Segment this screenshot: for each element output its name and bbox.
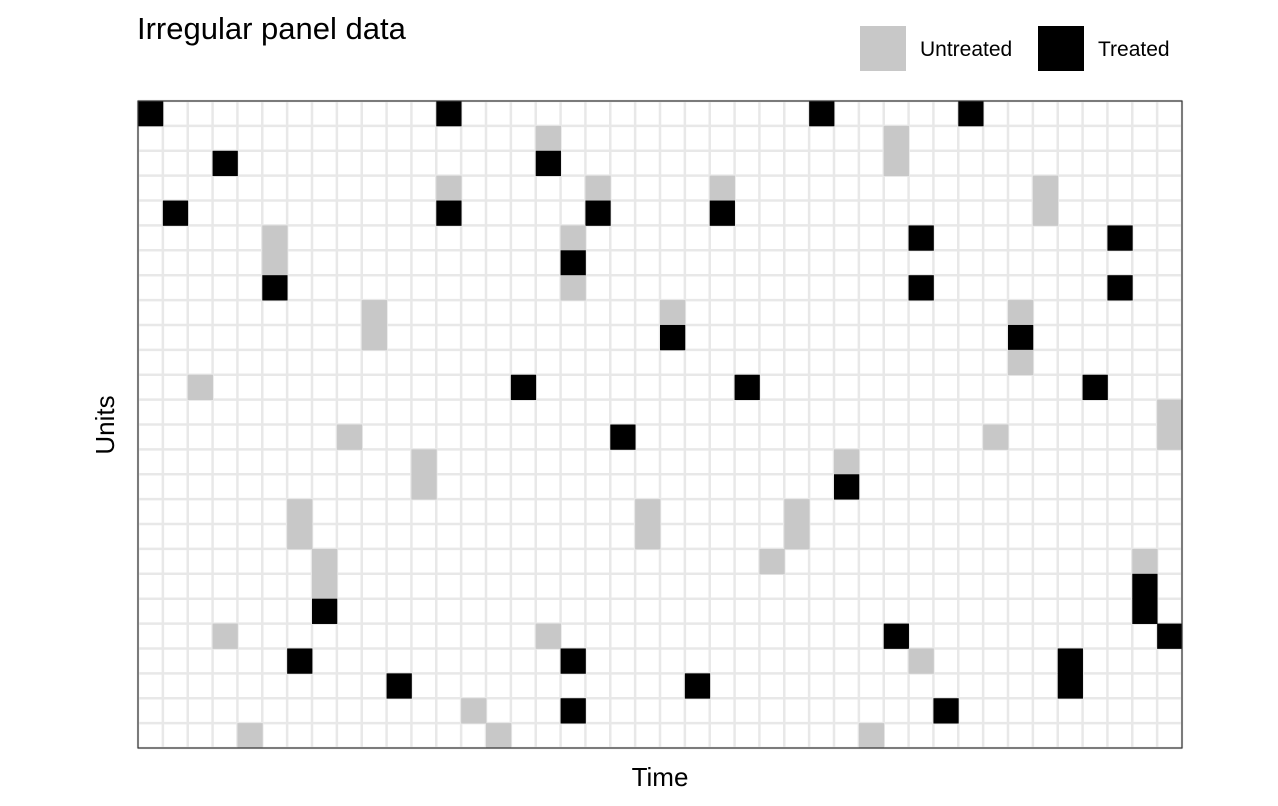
heatmap-cell-untreated [883, 150, 909, 177]
heatmap-cell-treated [1157, 623, 1183, 649]
heatmap-cell-untreated [461, 698, 487, 724]
legend-label-untreated: Untreated [920, 38, 1012, 61]
heatmap-cell-untreated [1032, 200, 1059, 226]
heatmap-cell-treated [709, 200, 735, 226]
heatmap-cell-untreated [983, 424, 1009, 450]
heatmap-cell-treated [1132, 573, 1158, 600]
y-axis-label: Units [90, 395, 120, 454]
heatmap-cell-treated [883, 623, 909, 649]
heatmap-cell-treated [610, 424, 636, 450]
heatmap-cell-treated [1107, 275, 1133, 301]
heatmap-cell-treated [386, 673, 412, 699]
heatmap-cell-untreated [262, 250, 288, 276]
heatmap-cell-treated [834, 474, 860, 500]
heatmap-cell-untreated [535, 623, 561, 649]
heatmap-cell-untreated [411, 449, 437, 475]
heatmap-cell-treated [312, 598, 338, 624]
heatmap-cell-treated [560, 648, 586, 674]
chart-title: Irregular panel data [137, 11, 407, 46]
heatmap-cell-untreated [1032, 175, 1059, 201]
heatmap-cell-treated [908, 275, 934, 301]
heatmap-cell-treated [560, 250, 586, 276]
heatmap-cell-treated [212, 150, 238, 177]
heatmap-cell-untreated [709, 175, 735, 201]
heatmap-cell-treated [535, 150, 561, 177]
heatmap-cell-treated [560, 698, 586, 724]
heatmap-cell-untreated [287, 499, 313, 525]
heatmap-cell-untreated [361, 324, 387, 351]
heatmap-cell-untreated [262, 225, 288, 251]
heatmap-cell-treated [1008, 324, 1034, 351]
legend-key-untreated [860, 26, 906, 71]
heatmap-cell-treated [1082, 374, 1108, 401]
heatmap-cell-untreated [535, 125, 561, 152]
heatmap-cell-untreated [660, 300, 686, 326]
heatmap-cell-untreated [312, 548, 338, 575]
legend: Untreated Treated [860, 26, 1170, 71]
legend-label-treated: Treated [1098, 38, 1170, 61]
heatmap-cell-untreated [834, 449, 860, 475]
heatmap-cell-untreated [858, 723, 885, 749]
heatmap-cell-untreated [436, 175, 462, 201]
heatmap-cells [138, 101, 1183, 749]
heatmap-cell-untreated [585, 175, 611, 201]
heatmap-cell-untreated [287, 524, 313, 550]
heatmap-cell-untreated [784, 499, 810, 525]
heatmap-cell-untreated [212, 623, 238, 649]
panel-border [137, 100, 1183, 749]
heatmap-cell-untreated [560, 225, 586, 251]
heatmap-cell-untreated [635, 524, 661, 550]
heatmap-cell-treated [510, 374, 537, 401]
heatmap-cell-treated [809, 101, 835, 127]
heatmap-cell-treated [1107, 225, 1133, 251]
heatmap-cell-untreated [560, 275, 586, 301]
heatmap-cell-untreated [1132, 548, 1158, 575]
heatmap-cell-treated [684, 673, 711, 699]
heatmap-cell-treated [734, 374, 760, 401]
heatmap-cell-untreated [1157, 424, 1183, 450]
heatmap-cell-untreated [908, 648, 934, 674]
heatmap-cell-untreated [336, 424, 363, 450]
heatmap-cell-untreated [1157, 399, 1183, 425]
heatmap-cell-treated [436, 200, 462, 226]
x-axis-label: Time [632, 762, 689, 792]
heatmap-cell-untreated [883, 125, 909, 152]
heatmap-cell-untreated [486, 723, 512, 749]
heatmap-cell-untreated [187, 374, 213, 401]
heatmap-cell-treated [287, 648, 313, 674]
heatmap-cell-treated [933, 698, 959, 724]
heatmap-cell-treated [585, 200, 611, 226]
heatmap-cell-untreated [237, 723, 263, 749]
heatmap-cell-untreated [784, 524, 810, 550]
legend-key-treated [1038, 26, 1084, 71]
heatmap-cell-treated [1057, 648, 1083, 674]
heatmap-cell-treated [436, 101, 462, 127]
heatmap-cell-untreated [635, 499, 661, 525]
heatmap-cell-untreated [1008, 300, 1034, 326]
heatmap-cell-treated [1132, 598, 1158, 624]
heatmap-cell-untreated [1008, 349, 1034, 376]
heatmap-cell-treated [660, 324, 686, 351]
heatmap-cell-treated [262, 275, 288, 301]
heatmap-cell-treated [1057, 673, 1083, 699]
heatmap-cell-untreated [312, 573, 338, 600]
heatmap-cell-treated [958, 101, 984, 127]
heatmap-cell-treated [162, 200, 189, 226]
heatmap-cell-untreated [361, 300, 387, 326]
heatmap-cell-untreated [411, 474, 437, 500]
heatmap-cell-untreated [759, 548, 785, 575]
heatmap-cell-treated [138, 101, 164, 127]
heatmap-cell-treated [908, 225, 934, 251]
